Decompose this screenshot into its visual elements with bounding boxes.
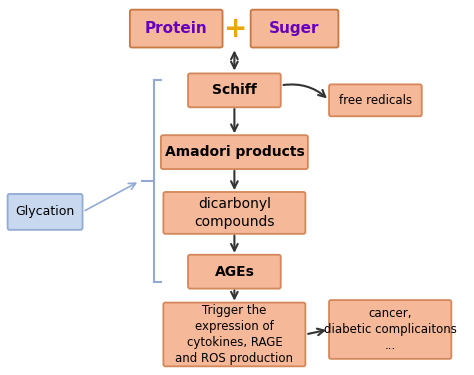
FancyBboxPatch shape: [130, 10, 223, 48]
Text: Protein: Protein: [145, 21, 208, 36]
Text: Trigger the
expression of
cytokines, RAGE
and ROS production: Trigger the expression of cytokines, RAG…: [175, 304, 293, 365]
Text: dicarbonyl
compounds: dicarbonyl compounds: [194, 197, 274, 228]
Text: Suger: Suger: [269, 21, 320, 36]
FancyBboxPatch shape: [161, 135, 308, 169]
Text: +: +: [224, 15, 247, 43]
FancyBboxPatch shape: [329, 84, 422, 116]
FancyBboxPatch shape: [164, 303, 305, 366]
Text: Schiff: Schiff: [212, 83, 257, 98]
Text: AGEs: AGEs: [214, 265, 255, 279]
FancyBboxPatch shape: [8, 194, 82, 230]
Text: free redicals: free redicals: [339, 94, 412, 107]
Text: cancer,
diabetic complicaitons
...: cancer, diabetic complicaitons ...: [324, 307, 456, 352]
Text: Amadori products: Amadori products: [164, 145, 304, 159]
FancyBboxPatch shape: [188, 255, 281, 289]
FancyBboxPatch shape: [251, 10, 338, 48]
FancyBboxPatch shape: [188, 74, 281, 107]
Text: Glycation: Glycation: [16, 206, 75, 218]
FancyBboxPatch shape: [329, 300, 451, 359]
FancyBboxPatch shape: [164, 192, 305, 234]
